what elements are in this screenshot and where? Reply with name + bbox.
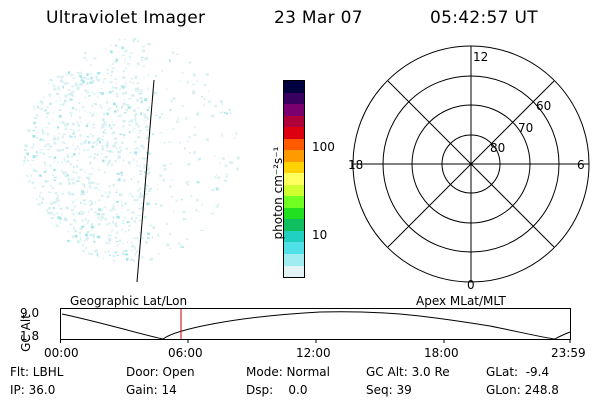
colorbar-stripe [284,150,304,162]
polar-diag-2 [387,80,555,248]
colorbar-stripe [284,265,304,278]
colorbar-stripe [284,138,304,151]
info-seq: Seq: 39 [366,383,412,397]
uv-image [23,38,240,283]
altitude-frame [60,308,571,340]
colorbar-stripe [284,127,304,139]
info-glat: GLat: -9.4 [486,365,550,379]
colorbar-stripe [284,81,304,93]
x-tick-2359: 23:59 [551,346,586,360]
info-ip: IP: 36.0 [10,383,56,397]
altitude-curve [61,311,571,340]
colorbar-tick-10: 10 [312,228,328,242]
date-label: 23 Mar 07 [274,8,363,28]
lat-label-70: 70 [518,121,533,135]
colorbar-stripe [284,161,304,174]
aurora-dots [23,38,240,262]
y-tick-9: 9.0 [20,306,40,320]
colorbar-stripe [284,253,304,266]
mlt-label-18: 18 [348,158,363,172]
colorbar-stripe [284,242,304,254]
info-gc-alt: GC Alt: 3.0 Re [366,365,450,379]
colorbar-unit-label: photon cm⁻²s⁻¹ [271,146,285,240]
x-tick-0000: 00:00 [44,346,79,360]
lat-label-80: 80 [490,141,505,155]
colorbar-tick-100: 100 [312,140,335,154]
info-flt: Flt: LBHL [10,365,64,379]
mlt-label-0: 0 [467,278,475,292]
lat-label-60: 60 [536,99,551,113]
x-tick-0600: 06:00 [168,346,203,360]
polar-grid: 12 18 6 0 60 70 80 [348,45,590,292]
colorbar-stripe [284,184,304,197]
mlt-label-6: 6 [577,158,585,172]
colorbar-stripe [284,207,304,220]
colorbar-stripe [284,104,304,116]
color-bar [283,80,305,278]
app-title: Ultraviolet Imager [46,8,206,28]
colorbar-stripe [284,173,304,185]
colorbar-stripe [284,219,304,231]
colorbar-stripe [284,92,304,105]
info-door: Door: Open [126,365,195,379]
colorbar-stripe [284,196,304,208]
x-tick-1800: 18:00 [424,346,459,360]
x-tick-1200: 12:00 [296,346,331,360]
y-tick-1-8: 1.8 [20,329,40,343]
info-glon: GLon: 248.8 [486,383,559,397]
apex-label: Apex MLat/MLT [416,294,506,308]
time-label: 05:42:57 UT [430,8,538,28]
colorbar-stripe [284,115,304,128]
info-mode: Mode: Normal [246,365,330,379]
info-dsp: Dsp: 0.0 [246,383,308,397]
geographic-label: Geographic Lat/Lon [70,294,188,308]
mlt-label-12: 12 [473,50,488,64]
terminator-line [136,79,155,283]
info-gain: Gain: 14 [126,383,177,397]
altitude-plot [60,308,571,343]
colorbar-stripe [284,230,304,243]
